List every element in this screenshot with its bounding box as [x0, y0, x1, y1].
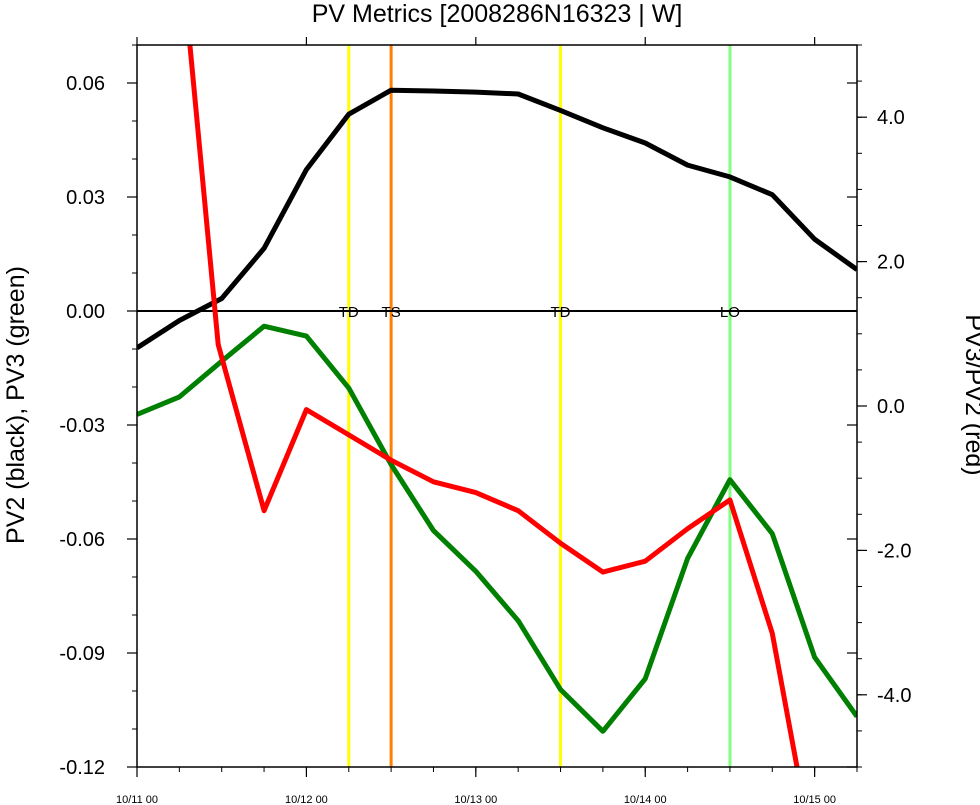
data-point-pv3-14: [729, 479, 731, 481]
data-point-pv2-6: [390, 89, 392, 91]
data-point-pv2-10: [560, 109, 562, 111]
data-point-pv3-pv2-9: [560, 542, 562, 544]
data-point-pv3-pv2-11: [644, 560, 646, 562]
x-tick-label-4: 10/15 00: [793, 794, 836, 805]
data-point-pv3-8: [475, 570, 477, 572]
data-point-pv3-15: [771, 533, 773, 535]
data-point-pv3-12: [644, 678, 646, 680]
stage-marker-lines: [347, 45, 732, 767]
stage-marker-labels: TD TS TD LO: [339, 304, 740, 321]
data-point-pv3-13: [687, 557, 689, 559]
data-point-pv2-1: [178, 320, 180, 321]
data-point-pv3-pv2-5: [390, 459, 392, 461]
data-point-pv3-10: [560, 688, 562, 690]
data-point-pv2-12: [644, 142, 646, 144]
y-right-tick-label-0: 4.0: [877, 107, 905, 129]
y-left-tick-label-6: -0.12: [59, 757, 105, 779]
data-point-pv3-pv2-6: [432, 481, 434, 483]
data-point-pv3-pv2-13: [729, 499, 731, 501]
data-point-pv3-pv2-10: [602, 571, 604, 573]
y-axis-label-left: PV2 (black), PV3 (green): [2, 266, 30, 544]
data-point-pv3-16: [814, 656, 816, 658]
series-line-pv2: [137, 87, 857, 350]
data-point-pv2-9: [517, 93, 519, 95]
data-point-pv2-4: [305, 169, 307, 171]
y-left-tick-label-5: -0.09: [59, 643, 105, 665]
x-tick-label-3: 10/14 00: [624, 794, 667, 805]
y-left-tick-label-0: 0.06: [66, 73, 105, 95]
data-point-pv3-pv2-2: [263, 510, 265, 512]
data-point-pv3-3: [263, 325, 265, 327]
plot-frame: [136, 44, 858, 768]
data-point-pv3-4: [305, 335, 307, 337]
chart-title: PV Metrics [2008286N16323 | W]: [312, 0, 683, 28]
y-right-tick-label-2: 0.0: [877, 396, 905, 418]
data-point-pv3-pv2-3: [305, 409, 307, 411]
data-point-pv3-5: [348, 387, 350, 389]
marker-label-ts-1: TS: [382, 304, 401, 321]
data-point-pv2-14: [729, 176, 731, 178]
marker-label-lo-3: LO: [720, 304, 740, 321]
data-point-pv3-pv2-1: [217, 344, 219, 346]
x-tick-label-2: 10/13 00: [454, 794, 497, 805]
y-left-tick-label-1: 0.03: [66, 187, 105, 209]
data-point-pv3-pv2-8: [517, 510, 519, 512]
data-point-pv2-13: [687, 164, 689, 166]
data-point-pv2-5: [348, 113, 350, 115]
y-left-tick-label-2: 0.00: [66, 301, 105, 323]
y-left-tick-label-4: -0.06: [59, 529, 105, 551]
plot-axes: 0.06 0.03 0.00 -0.03 -0.06 -0.09 -0.12 4.0 2.0 0.…: [59, 37, 911, 805]
x-tick-label-0: 10/11 00: [116, 794, 158, 805]
data-point-pv3-pv2-12: [687, 528, 689, 530]
y-axis-label-right: PV3/PV2 (red): [960, 314, 980, 475]
data-point-pv2-11: [602, 127, 604, 129]
data-point-pv3-6: [390, 464, 392, 466]
data-point-pv2-3: [263, 247, 265, 249]
data-point-pv2-2: [221, 297, 223, 299]
y-left-tick-label-3: -0.03: [59, 415, 105, 437]
y-right-tick-label-1: 2.0: [877, 252, 905, 274]
y-right-tick-label-4: -4.0: [877, 685, 911, 707]
x-tick-label-1: 10/12 00: [285, 794, 328, 805]
data-point-pv3-pv2-14: [771, 632, 773, 634]
data-point-pv3-11: [602, 730, 604, 732]
marker-label-td-0: TD: [339, 304, 359, 321]
series-lines: [137, 45, 857, 767]
data-point-pv2-7: [432, 90, 434, 92]
data-point-pv3-7: [432, 530, 434, 532]
marker-label-td-2: TD: [551, 304, 571, 321]
series-line-pv3-pv2: [187, 45, 800, 767]
data-point-pv3-pv2-4: [348, 434, 350, 436]
data-point-pv3-9: [517, 620, 519, 622]
data-point-pv3-1: [178, 396, 180, 398]
data-point-pv2-16: [814, 238, 816, 240]
data-point-pv3-pv2-7: [475, 492, 477, 494]
data-point-pv2-8: [475, 91, 477, 93]
y-right-tick-label-3: -2.0: [877, 540, 911, 562]
data-point-pv2-15: [771, 194, 773, 196]
series-line-pv3: [137, 323, 857, 734]
